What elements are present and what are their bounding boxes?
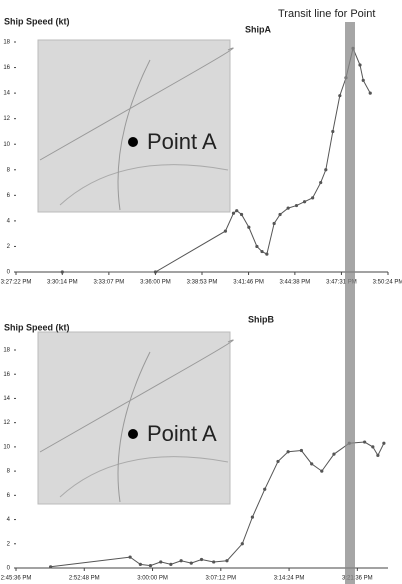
data-point	[260, 250, 263, 253]
data-point	[369, 92, 372, 95]
data-point	[310, 462, 313, 465]
x-tick-label: 3:07:12 PM	[205, 576, 236, 582]
data-point	[154, 270, 157, 273]
x-tick-label: 3:30:14 PM	[47, 280, 78, 286]
data-point	[362, 79, 365, 82]
data-point	[225, 559, 228, 562]
data-point	[376, 454, 379, 457]
y-tick-label: 12	[3, 116, 10, 122]
data-point	[338, 94, 341, 97]
x-tick-label: 3:50:24 PM	[373, 280, 402, 286]
data-point	[382, 442, 385, 445]
data-point	[311, 196, 314, 199]
data-point	[212, 560, 215, 563]
x-tick-label: 3:33:07 PM	[94, 280, 125, 286]
y-tick-label: 18	[3, 40, 10, 46]
y-tick-label: 16	[3, 372, 10, 378]
x-tick-label: 3:27:22 PM	[1, 280, 32, 286]
point-marker	[128, 137, 138, 147]
data-point	[200, 558, 203, 561]
data-point	[358, 63, 361, 66]
data-point	[300, 449, 303, 452]
x-tick-label: 2:52:48 PM	[69, 576, 100, 582]
data-point	[263, 488, 266, 491]
data-point	[255, 245, 258, 248]
y-tick-label: 12	[3, 420, 10, 426]
x-tick-label: 3:38:53 PM	[187, 280, 218, 286]
data-point	[224, 230, 227, 233]
data-point	[371, 445, 374, 448]
data-point	[235, 209, 238, 212]
y-tick-label: 10	[3, 142, 10, 148]
map-inset	[38, 40, 230, 212]
data-point	[128, 556, 131, 559]
data-point	[49, 565, 52, 568]
data-point	[278, 213, 281, 216]
y-tick-label: 16	[3, 65, 10, 71]
data-point	[295, 204, 298, 207]
data-point	[247, 226, 250, 229]
data-point	[332, 453, 335, 456]
y-tick-label: 18	[3, 348, 10, 354]
point-marker	[128, 429, 138, 439]
data-point	[232, 212, 235, 215]
inset-label: Point A	[147, 421, 217, 446]
x-tick-label: 3:41:46 PM	[233, 280, 264, 286]
data-point	[240, 213, 243, 216]
inset-label: Point A	[147, 129, 217, 154]
data-point	[273, 222, 276, 225]
data-point	[287, 450, 290, 453]
data-point	[190, 562, 193, 565]
y-tick-label: 14	[3, 91, 10, 97]
data-point	[169, 563, 172, 566]
data-point	[303, 200, 306, 203]
data-point	[61, 270, 64, 273]
data-point	[287, 207, 290, 210]
chart: Point AShip Speed (kt)ShipA0246810121416…	[0, 0, 402, 584]
data-point	[149, 564, 152, 567]
y-tick-label: 14	[3, 396, 10, 402]
x-tick-label: 3:44:38 PM	[280, 280, 311, 286]
x-tick-label: 3:00:00 PM	[137, 576, 168, 582]
data-point	[159, 560, 162, 563]
x-tick-label: 2:45:36 PM	[1, 576, 32, 582]
x-tick-label: 3:14:24 PM	[274, 576, 305, 582]
data-point	[276, 460, 279, 463]
y-tick-label: 10	[3, 444, 10, 450]
data-point	[331, 130, 334, 133]
data-point	[324, 168, 327, 171]
data-point	[319, 181, 322, 184]
data-point	[265, 253, 268, 256]
transit-band	[345, 22, 355, 584]
data-point	[320, 470, 323, 473]
y-axis-label: Ship Speed (kt)	[4, 16, 70, 26]
data-point	[180, 559, 183, 562]
annotation: Transit line for Point	[278, 8, 375, 20]
chart-title: ShipA	[245, 24, 271, 34]
map-inset	[38, 332, 230, 504]
data-point	[241, 542, 244, 545]
y-axis-label: Ship Speed (kt)	[4, 322, 70, 332]
data-point	[139, 563, 142, 566]
chart-title: ShipB	[248, 314, 274, 324]
data-point	[363, 440, 366, 443]
x-tick-label: 3:36:00 PM	[140, 280, 171, 286]
data-point	[251, 516, 254, 519]
